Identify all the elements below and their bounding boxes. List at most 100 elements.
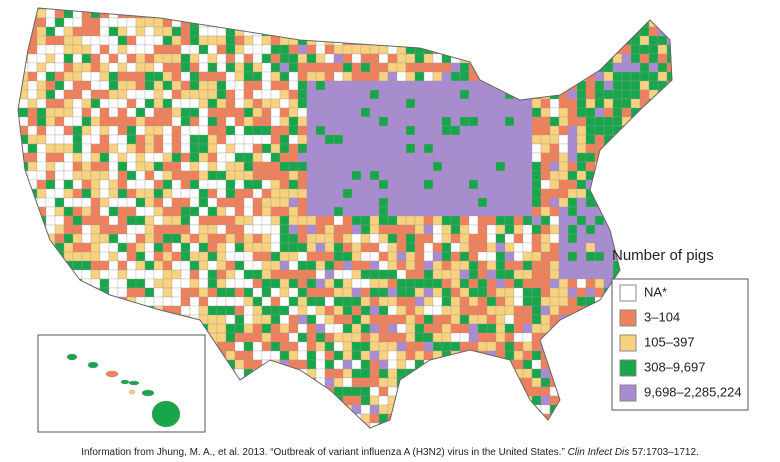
county <box>396 395 407 406</box>
county <box>396 242 407 253</box>
county <box>423 278 434 289</box>
county <box>342 224 353 235</box>
county <box>640 432 649 441</box>
county <box>504 8 515 19</box>
county <box>270 296 281 307</box>
county <box>369 350 380 361</box>
county <box>585 386 596 397</box>
county <box>603 179 614 190</box>
county <box>657 116 668 127</box>
county <box>666 413 672 424</box>
county <box>513 107 524 118</box>
county <box>495 323 506 334</box>
county <box>477 53 488 64</box>
county <box>441 386 452 397</box>
county <box>324 305 335 316</box>
county <box>468 305 479 316</box>
county <box>99 278 110 289</box>
county <box>585 107 596 118</box>
county <box>135 134 146 145</box>
county <box>109 432 118 441</box>
county <box>315 305 326 316</box>
county <box>378 341 389 352</box>
county <box>558 251 569 262</box>
county <box>261 35 272 46</box>
county <box>252 125 263 136</box>
county <box>315 242 326 253</box>
county <box>54 197 65 208</box>
county <box>378 269 389 280</box>
county <box>180 125 191 136</box>
county <box>198 53 209 64</box>
county <box>198 287 209 298</box>
county <box>414 386 425 397</box>
county <box>414 422 425 428</box>
county <box>450 8 461 10</box>
county <box>234 350 245 361</box>
county <box>594 242 605 253</box>
county <box>99 323 110 334</box>
county <box>549 197 560 208</box>
county <box>459 224 470 235</box>
county <box>468 287 479 298</box>
county <box>676 135 685 144</box>
county <box>468 359 479 370</box>
county <box>360 143 371 154</box>
county <box>369 35 380 46</box>
county <box>90 233 101 244</box>
county <box>450 188 461 199</box>
county <box>225 179 236 190</box>
county <box>666 44 672 55</box>
county <box>522 278 533 289</box>
county <box>297 323 308 334</box>
county <box>162 188 173 199</box>
county <box>558 305 569 316</box>
county <box>351 44 362 55</box>
county <box>315 359 326 370</box>
county <box>468 404 479 415</box>
county <box>387 62 398 73</box>
county <box>18 197 29 208</box>
county <box>297 422 308 428</box>
county <box>270 224 281 235</box>
county <box>676 90 685 99</box>
county <box>27 242 38 253</box>
county <box>27 305 38 316</box>
county <box>252 332 263 343</box>
county <box>216 35 227 46</box>
county <box>54 17 65 28</box>
county <box>657 413 668 424</box>
county <box>315 26 326 37</box>
county <box>90 224 101 235</box>
county <box>486 143 497 154</box>
county <box>252 377 263 388</box>
county <box>252 26 263 37</box>
county <box>342 206 353 217</box>
county <box>648 125 659 136</box>
county <box>207 224 218 235</box>
county <box>405 26 416 37</box>
county <box>594 35 605 46</box>
county <box>180 188 191 199</box>
county <box>27 170 38 181</box>
county <box>405 143 416 154</box>
county <box>63 224 74 235</box>
county <box>351 215 362 226</box>
county <box>567 386 578 397</box>
county <box>135 26 146 37</box>
county <box>531 17 542 28</box>
county <box>567 116 578 127</box>
county <box>72 179 83 190</box>
county <box>171 8 182 19</box>
county <box>352 432 361 441</box>
county <box>414 260 425 271</box>
county <box>360 206 371 217</box>
county <box>27 143 38 154</box>
county <box>360 80 371 91</box>
county <box>297 179 308 190</box>
county <box>459 287 470 298</box>
county <box>108 269 119 280</box>
county <box>235 432 244 441</box>
county <box>405 71 416 82</box>
county <box>630 89 641 100</box>
